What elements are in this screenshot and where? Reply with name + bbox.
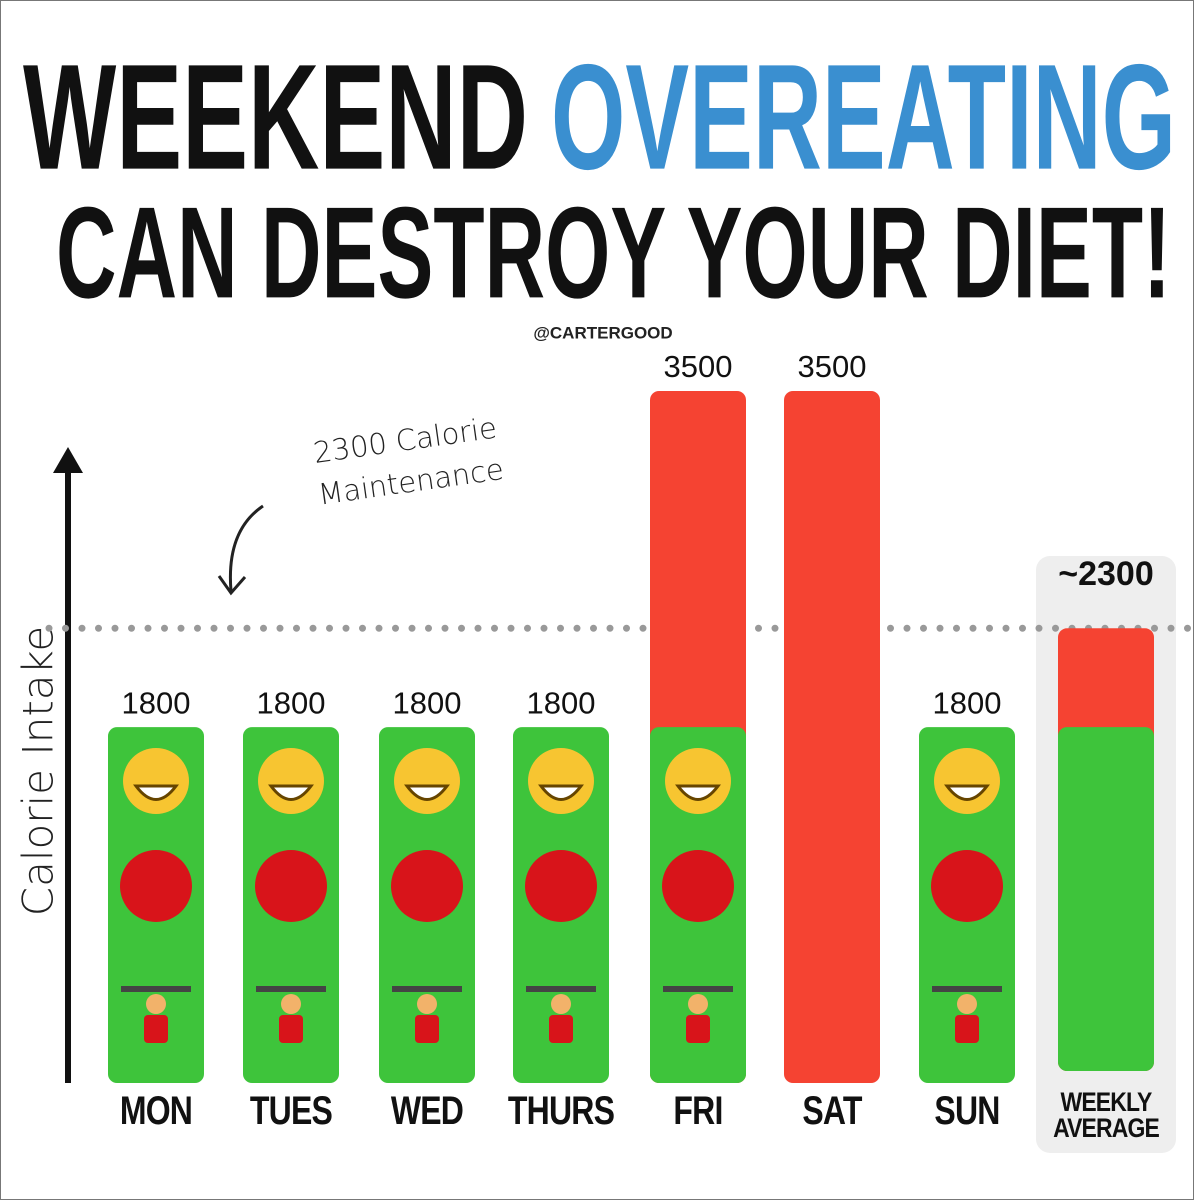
lifter-body [415,1015,439,1043]
y-axis-label: Calorie Intake [14,626,63,916]
apple-icon [255,850,327,922]
lifter-head [957,994,977,1014]
lifter-head [281,994,301,1014]
axis-arrow [53,447,83,473]
value-label: 1800 [527,685,596,720]
x-tick-label: WED [390,1089,464,1133]
lifter-head [688,994,708,1014]
title-part: WEEKEND [23,33,528,201]
apple-icon [525,850,597,922]
face-smile [944,784,990,801]
lifter-body [549,1015,573,1043]
x-tick-label: THURS [507,1089,615,1133]
bar-base [1058,727,1154,1071]
lifter-icon [121,986,191,992]
face-icon [123,748,189,814]
value-label: 1800 [933,685,1002,720]
face-icon [528,748,594,814]
apple-icon [931,850,1003,922]
lifter-body [955,1015,979,1043]
apple-icon [662,850,734,922]
annotation-arrow [228,504,264,592]
face-smile [133,784,179,801]
bar [784,391,880,1083]
lifter-icon [526,986,596,992]
lifter-icon [663,986,733,992]
value-label: 3500 [798,349,867,384]
value-label: 1800 [122,685,191,720]
x-tick-label: MON [119,1089,193,1133]
value-label: ~2300 [1058,555,1154,593]
lifter-body [144,1015,168,1043]
apple-icon [120,850,192,922]
face-icon [394,748,460,814]
value-label: 1800 [257,685,326,720]
face-smile [538,784,584,801]
x-tick-label: TUES [249,1089,333,1133]
lifter-icon [392,986,462,992]
value-label: 1800 [393,685,462,720]
face-smile [404,784,450,801]
x-tick-label: FRI [673,1089,723,1133]
title-highlight: OVEREATING [551,33,1176,201]
lifter-icon [256,986,326,992]
face-smile [268,784,314,801]
face-icon [258,748,324,814]
x-tick-label: SUN [934,1089,1000,1133]
lifter-head [551,994,571,1014]
face-smile [675,784,721,801]
x-tick-label: WEEKLY AVERAGE [1053,1087,1160,1143]
lifter-head [417,994,437,1014]
apple-icon [391,850,463,922]
x-tick-label: SAT [802,1089,862,1133]
face-icon [665,748,731,814]
credit: @CARTERGOOD [533,323,672,342]
title-line: CAN DESTROY YOUR DIET! [56,179,1171,325]
lifter-body [279,1015,303,1043]
annotation-arrowhead [217,575,247,596]
lifter-head [146,994,166,1014]
value-label: 3500 [664,349,733,384]
lifter-icon [932,986,1002,992]
lifter-body [686,1015,710,1043]
face-icon [934,748,1000,814]
